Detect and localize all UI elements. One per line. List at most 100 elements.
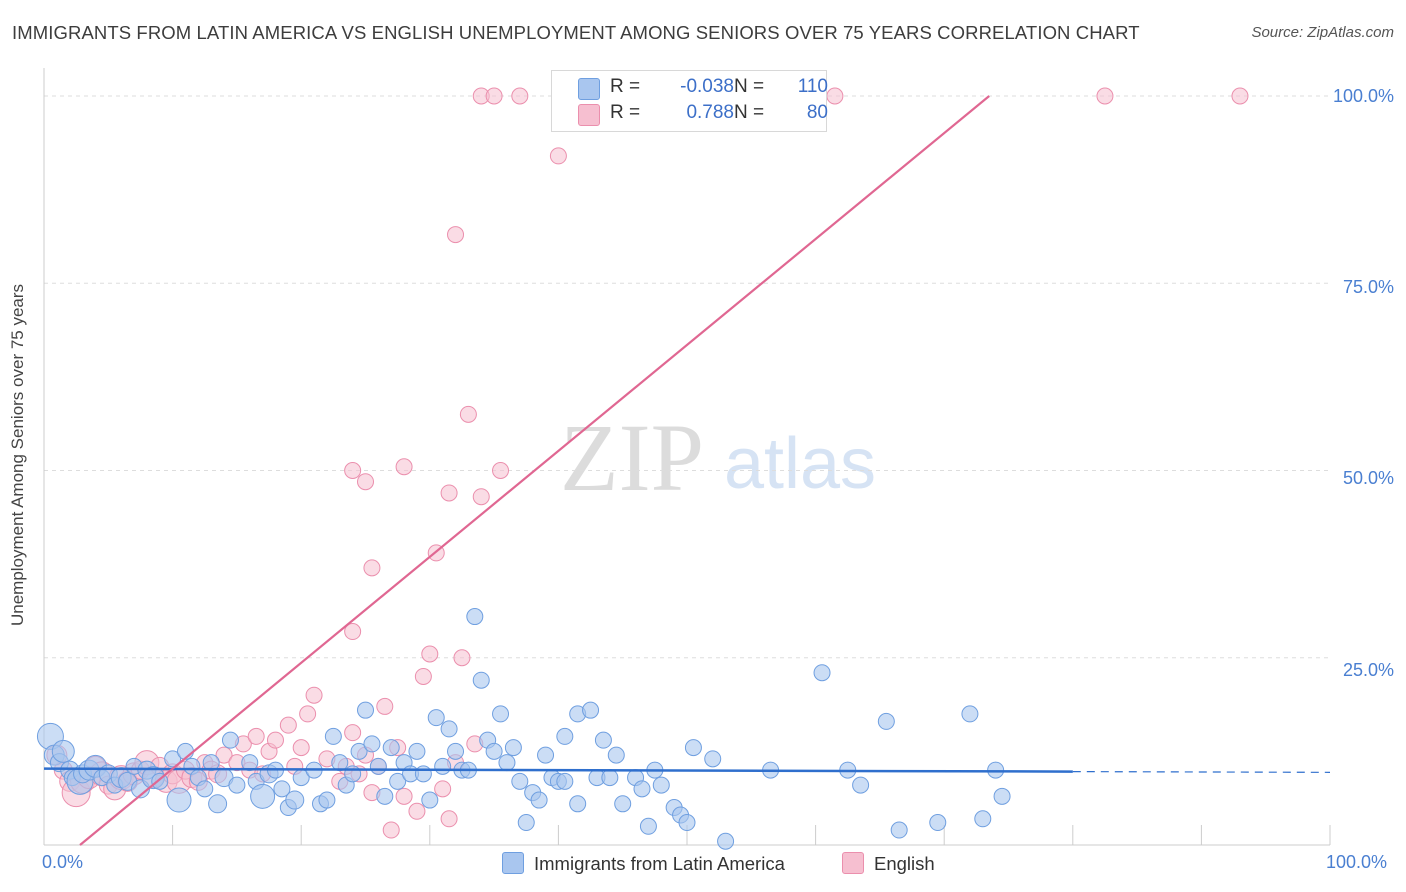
latin-america-point [51,739,75,763]
gridlines [44,95,1330,659]
latin-america-point [633,780,651,798]
english-point [472,488,490,506]
latin-america-point [511,772,529,790]
y-tick-label-50: 50.0% [1342,468,1394,488]
latin-america-point [530,791,548,809]
latin-america-trendline [43,767,1073,773]
latin-america-point [285,790,305,810]
english-point [1096,87,1114,105]
latin-america-point [929,814,947,832]
english-point [344,623,362,641]
english-point [492,462,510,479]
english-point [440,484,458,502]
latin-america-point [987,761,1005,779]
english-point [395,787,413,805]
legend-r-value: -0.038 [680,76,734,97]
latin-america-point [704,750,722,768]
latin-america-points [36,608,1011,850]
legend-swatch-pink [578,104,600,126]
english-point [395,458,413,476]
latin-america-point [363,735,381,753]
watermark-atlas: atlas [724,424,876,504]
english-point [292,739,310,757]
latin-america-point [440,720,458,738]
latin-america-point [652,776,670,794]
english-point [376,697,394,715]
english-point [421,645,439,663]
latin-america-point [556,772,574,790]
latin-america-point [877,712,895,730]
english-point [357,473,374,491]
latin-america-point [208,794,228,814]
legend-r-label: R = [610,102,641,123]
latin-america-point [250,783,276,809]
latin-america-point [318,791,336,809]
latin-america-point [273,780,291,798]
english-point [344,462,362,479]
latin-america-point [993,787,1011,805]
latin-america-point [492,705,510,723]
english-trendline [79,95,990,846]
y-axis-label: Unemployment Among Seniors over 75 years [8,283,27,627]
latin-america-point [813,664,831,682]
series-legend-english: English [842,852,935,875]
english-point [826,87,844,105]
latin-america-point [196,780,214,798]
latin-america-point [241,754,259,772]
english-point [382,821,400,839]
series-legend-swatch-blue [502,852,524,874]
english-point [511,87,529,105]
latin-america-point [472,671,490,689]
english-point [434,780,452,798]
x-tick-label-100: 100.0% [1326,852,1388,872]
latin-america-point [594,731,612,749]
latin-america-point [601,769,619,787]
series-legend-label: Immigrants from Latin America [534,853,785,874]
latin-america-point [614,795,632,813]
latin-america-point [389,772,407,790]
english-point [363,559,381,577]
latin-america-point [961,705,979,723]
english-point [453,649,471,667]
latin-america-point [517,814,535,832]
english-point [247,727,265,745]
legend-n-label: N = [734,76,765,97]
latin-america-point [852,776,870,794]
latin-america-point [221,731,239,749]
english-point [299,705,317,723]
legend-r-value: 0.788 [686,102,734,123]
english-point [408,802,426,820]
legend-n-value: 110 [797,76,828,97]
english-point [266,731,284,749]
latin-america-point [408,742,426,760]
latin-america-point [324,727,342,745]
latin-america-point [466,608,484,626]
english-point [305,686,323,704]
latin-america-point [427,709,445,727]
trendlines [43,95,1331,846]
english-point [1231,87,1249,105]
latin-america-trendline-extension [1072,770,1331,773]
x-tick-label-0: 0.0% [42,852,84,872]
english-point [279,716,297,734]
latin-america-point [717,832,735,850]
latin-america-point [382,739,400,757]
y-tick-label-100: 100.0% [1332,86,1394,106]
latin-america-point [166,787,192,813]
latin-america-point [447,742,465,760]
y-tick-label-75: 75.0% [1342,277,1394,297]
latin-america-point [369,757,387,775]
english-point [459,405,477,423]
latin-america-point [421,791,439,809]
latin-america-point [350,742,368,760]
latin-america-point [434,757,452,775]
english-point [344,724,362,742]
legend-swatch-blue [578,78,600,100]
latin-america-point [639,817,657,835]
latin-america-point [556,727,574,745]
series-legend-label: English [874,853,935,874]
latin-america-point [569,795,587,813]
latin-america-point [504,739,522,757]
latin-america-point [357,701,374,719]
